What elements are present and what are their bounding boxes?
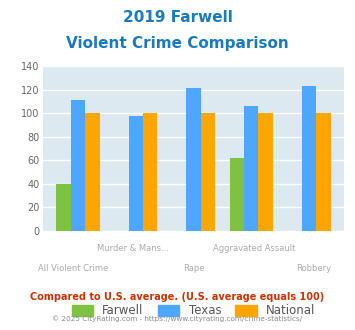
Text: Rape: Rape <box>183 264 204 273</box>
Text: Robbery: Robbery <box>297 264 332 273</box>
Bar <box>201 113 215 231</box>
Bar <box>316 113 331 231</box>
Bar <box>71 100 85 231</box>
Bar <box>302 86 316 231</box>
Bar <box>129 115 143 231</box>
Bar <box>258 113 273 231</box>
Text: 2019 Farwell: 2019 Farwell <box>122 10 233 25</box>
Bar <box>186 88 201 231</box>
Bar <box>85 113 100 231</box>
Bar <box>244 106 258 231</box>
Bar <box>230 158 244 231</box>
Text: © 2025 CityRating.com - https://www.cityrating.com/crime-statistics/: © 2025 CityRating.com - https://www.city… <box>53 315 302 322</box>
Text: All Violent Crime: All Violent Crime <box>38 264 108 273</box>
Text: Violent Crime Comparison: Violent Crime Comparison <box>66 36 289 51</box>
Text: Murder & Mans...: Murder & Mans... <box>97 244 169 253</box>
Bar <box>143 113 157 231</box>
Text: Compared to U.S. average. (U.S. average equals 100): Compared to U.S. average. (U.S. average … <box>31 292 324 302</box>
Text: Aggravated Assault: Aggravated Assault <box>213 244 295 253</box>
Legend: Farwell, Texas, National: Farwell, Texas, National <box>67 300 320 322</box>
Bar <box>56 184 71 231</box>
